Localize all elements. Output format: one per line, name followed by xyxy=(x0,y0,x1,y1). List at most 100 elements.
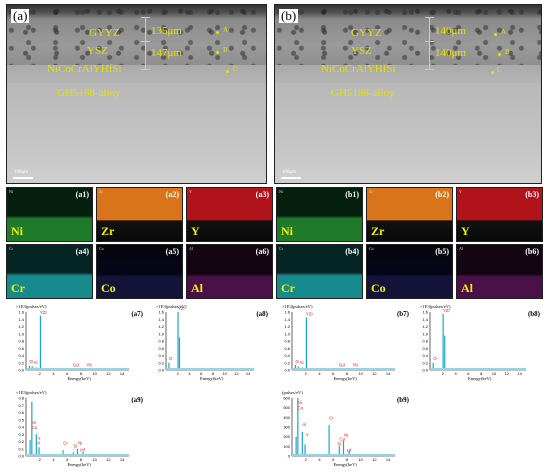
y-tick-label: 200 xyxy=(283,434,290,439)
axes xyxy=(25,312,129,371)
y-tick-label: 0.8 xyxy=(158,339,164,344)
y-tick-label: 1.0 xyxy=(422,331,428,336)
scale-text: 100μm xyxy=(14,170,29,175)
point-c: C xyxy=(233,65,238,73)
map-tag: (b5) xyxy=(435,247,449,256)
y-tick-label: 0.8 xyxy=(422,339,428,344)
spectrum-title: ×1E3(pulses/eV) xyxy=(16,390,47,395)
axes xyxy=(25,398,129,457)
y-tick-label: 0.3 xyxy=(18,432,24,437)
map-corner-label: Zr xyxy=(99,189,103,194)
thickness-2: 140μm xyxy=(435,47,466,59)
peak-label: Y xyxy=(306,433,309,438)
spectrum-baseline xyxy=(26,454,129,456)
spectrum-title: ×1E3(pulses/eV) xyxy=(420,304,451,309)
y-tick-label: 0.0 xyxy=(18,368,24,373)
x-tick-label: 2 xyxy=(39,371,42,376)
x-tick-label: 14 xyxy=(120,457,125,462)
y-tick-label: 0.2 xyxy=(422,360,428,365)
y-tick-label: 0.5 xyxy=(18,417,24,422)
x-tick-label: 2 xyxy=(305,457,308,462)
y-tick-label: 1.2 xyxy=(284,324,290,329)
map-tag: (b6) xyxy=(525,247,539,256)
map-tag: (b1) xyxy=(345,190,359,199)
eds-map-b1: Ni (b1) Ni xyxy=(276,187,363,242)
map-element: Al xyxy=(191,281,203,295)
peak-label: Gd xyxy=(339,362,346,367)
map-element: Cr xyxy=(11,281,25,295)
x-tick-label: 12 xyxy=(234,371,239,376)
spectrum-title: (pulses/eV) xyxy=(282,390,303,395)
y-tick-label: 0.4 xyxy=(284,353,290,358)
y-tick-label: 1.2 xyxy=(18,324,24,329)
peak-label: Y xyxy=(38,436,41,441)
map-tag: (b2) xyxy=(435,190,449,199)
x-tick-label: 2 xyxy=(442,371,445,376)
y-tick-label: 1.0 xyxy=(158,331,164,336)
y-tick-label: 0.0 xyxy=(18,454,24,459)
ysz-label: YSZ xyxy=(351,45,372,57)
x-tick-label: 10 xyxy=(222,371,227,376)
y-tick-label: 300 xyxy=(283,425,290,430)
peak-label: O xyxy=(29,359,33,364)
map-tag: (a1) xyxy=(75,190,89,199)
map-corner-label: Al xyxy=(189,246,193,251)
spectrum-title: ×1E3(pulses/eV) xyxy=(156,304,187,309)
x-tick-label: 4 xyxy=(318,457,321,462)
eds-spectrum-b8: 0.0 0.2 0.4 0.6 0.8 1.0 1.2 1.4 1.6 2 4 6 8 10 12 14 YZr… xyxy=(414,304,542,382)
peak-label: YZr xyxy=(178,306,186,311)
x-tick-label: 4 xyxy=(188,371,191,376)
y-tick-label: 400 xyxy=(283,415,290,420)
spectrum-baseline xyxy=(26,368,129,370)
spectrum-title: ×1E3(pulses/eV) xyxy=(282,304,313,309)
thickness-1: 140μm xyxy=(435,25,466,37)
peak-label: Al xyxy=(34,360,38,365)
peak-label: Al xyxy=(36,440,40,445)
spectrum-tag: (a7) xyxy=(131,310,143,318)
map-tag: (b4) xyxy=(345,247,359,256)
gyyz-label: GYYZ xyxy=(89,27,120,39)
peak-label: Si xyxy=(73,443,77,448)
map-corner-label: Y xyxy=(189,189,192,194)
eds-map-a5: Co (a5) Co xyxy=(96,244,183,299)
x-tick-label: 12 xyxy=(106,457,111,462)
y-tick-label: 0.8 xyxy=(18,396,24,401)
y-tick-label: 0.0 xyxy=(158,368,164,373)
x-tick-label: 8 xyxy=(212,371,215,376)
y-tick-label: 0.0 xyxy=(422,368,428,373)
peak-label: YZr xyxy=(443,308,451,313)
eds-map-b2: Zr (b2) Zr xyxy=(366,187,453,242)
spectrum-xlabel: Energy(keV) xyxy=(333,376,357,381)
spectrum-tag: (a8) xyxy=(256,310,268,318)
x-tick-label: 4 xyxy=(318,371,321,376)
y-tick-label: 1.4 xyxy=(422,317,428,322)
axes xyxy=(291,312,395,371)
map-corner-label: Al xyxy=(459,246,463,251)
y-tick-label: 0.8 xyxy=(284,339,290,344)
y-tick-label: 0.1 xyxy=(18,446,24,451)
spectrum-tag: (a9) xyxy=(131,396,143,404)
bondcoat-label: NiCoCrAlYHfSi xyxy=(321,63,396,75)
peak-label: Cr xyxy=(329,415,334,420)
sem-image-a: (a) GYYZ YSZ NiCoCrAlYHfSi GH5188-alloy … xyxy=(6,4,267,184)
peak-label: YZr xyxy=(306,312,314,317)
map-tag: (a5) xyxy=(165,247,179,256)
peak-label: Ni xyxy=(344,433,348,438)
x-tick-label: 12 xyxy=(106,371,111,376)
y-tick-label: 1.6 xyxy=(422,310,428,315)
spectrum-xlabel: Energy(keV) xyxy=(200,376,224,381)
x-tick-label: 8 xyxy=(80,371,83,376)
eds-spectrum-b9: 0 100 200 300 400 500 600 2 4 6 8 10 12 14 Ni Co Al Y Cr Co… xyxy=(276,390,411,468)
eds-map-a4: Cr (a4) Cr xyxy=(6,244,93,299)
eds-spectrum-a7: 0.0 0.2 0.4 0.6 0.8 1.0 1.2 1.4 1.6 2 4 6 8 10 12 14 YZr… xyxy=(10,304,145,382)
map-corner-label: Co xyxy=(99,246,104,251)
x-tick-label: 2 xyxy=(305,371,308,376)
y-tick-label: 0.4 xyxy=(422,353,428,358)
x-tick-label: 6 xyxy=(332,371,335,376)
panel-label-a: (a) xyxy=(11,8,30,23)
point-b: B xyxy=(505,48,510,56)
spectrum-baseline xyxy=(292,454,395,456)
y-tick-label: 1.4 xyxy=(18,317,24,322)
y-tick-label: 500 xyxy=(283,405,290,410)
sem-image-b: (b) GYYZ YSZ NiCoCrAlYHfSi GH5188-alloy … xyxy=(274,4,542,184)
